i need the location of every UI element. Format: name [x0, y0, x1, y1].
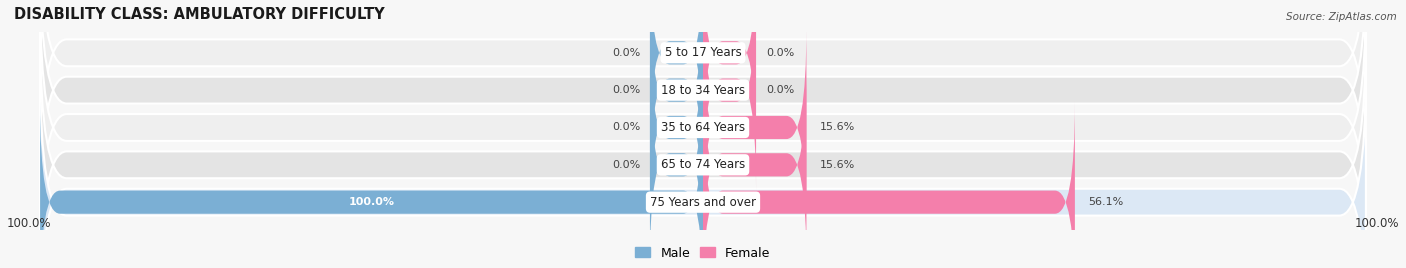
FancyBboxPatch shape [650, 0, 703, 191]
Text: 15.6%: 15.6% [820, 160, 855, 170]
Text: 0.0%: 0.0% [612, 160, 640, 170]
Text: 100.0%: 100.0% [7, 217, 52, 230]
FancyBboxPatch shape [41, 66, 1365, 268]
FancyBboxPatch shape [41, 0, 1365, 263]
Text: 75 Years and over: 75 Years and over [650, 196, 756, 209]
Text: 5 to 17 Years: 5 to 17 Years [665, 46, 741, 59]
FancyBboxPatch shape [703, 0, 756, 153]
FancyBboxPatch shape [41, 0, 1365, 226]
Text: DISABILITY CLASS: AMBULATORY DIFFICULTY: DISABILITY CLASS: AMBULATORY DIFFICULTY [14, 7, 384, 22]
FancyBboxPatch shape [650, 0, 703, 153]
FancyBboxPatch shape [703, 102, 1076, 268]
Text: 0.0%: 0.0% [612, 122, 640, 132]
Text: 56.1%: 56.1% [1088, 197, 1123, 207]
Text: 0.0%: 0.0% [766, 48, 794, 58]
Text: Source: ZipAtlas.com: Source: ZipAtlas.com [1285, 12, 1396, 22]
Text: 0.0%: 0.0% [612, 48, 640, 58]
FancyBboxPatch shape [703, 64, 807, 265]
FancyBboxPatch shape [650, 27, 703, 228]
Text: 35 to 64 Years: 35 to 64 Years [661, 121, 745, 134]
Text: 15.6%: 15.6% [820, 122, 855, 132]
FancyBboxPatch shape [650, 64, 703, 265]
FancyBboxPatch shape [41, 0, 1365, 189]
FancyBboxPatch shape [41, 102, 703, 268]
Text: 100.0%: 100.0% [349, 197, 395, 207]
FancyBboxPatch shape [703, 27, 807, 228]
Legend: Male, Female: Male, Female [636, 247, 770, 259]
Text: 18 to 34 Years: 18 to 34 Years [661, 84, 745, 97]
Text: 0.0%: 0.0% [612, 85, 640, 95]
Text: 65 to 74 Years: 65 to 74 Years [661, 158, 745, 171]
FancyBboxPatch shape [41, 29, 1365, 268]
Text: 100.0%: 100.0% [1354, 217, 1399, 230]
Text: 0.0%: 0.0% [766, 85, 794, 95]
FancyBboxPatch shape [703, 0, 756, 191]
